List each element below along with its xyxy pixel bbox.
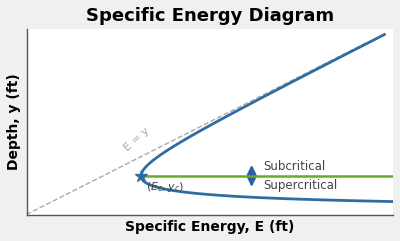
Text: Subcritical: Subcritical xyxy=(263,160,326,173)
Text: E = y: E = y xyxy=(122,125,151,153)
Y-axis label: Depth, y (ft): Depth, y (ft) xyxy=(7,74,21,170)
Text: $(E_c, y_c)$: $(E_c, y_c)$ xyxy=(146,181,184,194)
X-axis label: Specific Energy, E (ft): Specific Energy, E (ft) xyxy=(125,220,294,234)
Text: Supercritical: Supercritical xyxy=(263,179,338,192)
Title: Specific Energy Diagram: Specific Energy Diagram xyxy=(86,7,334,25)
